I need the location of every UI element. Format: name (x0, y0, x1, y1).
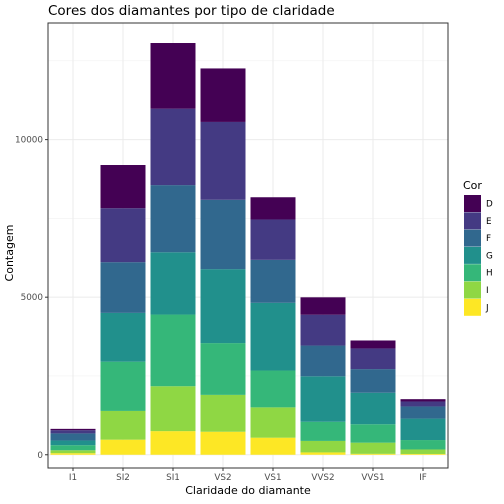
legend-label-G: G (486, 251, 493, 261)
bar-SI2-F (100, 262, 146, 313)
legend-label-D: D (486, 200, 493, 210)
bar-VVS2-D (300, 297, 346, 315)
legend-key-E (464, 212, 481, 230)
legend-key-J (464, 298, 481, 316)
bar-VVS1-J (350, 453, 396, 455)
bar-VVS1-F (350, 369, 396, 393)
bar-IF-H (400, 440, 446, 450)
bar-VVS1-H (350, 424, 396, 443)
bar-IF-I (400, 449, 446, 454)
bar-SI2-G (100, 312, 146, 362)
bar-VS1-J (250, 437, 296, 455)
plot-panel: 0 5000 10000 I1 SI2 SI1 VS2 VS1 VVS2 VVS1 IF (15, 22, 449, 483)
bar-VVS2-J (300, 452, 346, 455)
bar-VVS2-H (300, 421, 346, 441)
bar-SI2-E (100, 208, 146, 263)
bar-VS2-I (200, 394, 246, 432)
bar-VVS1-D (350, 340, 396, 349)
bar-IF-E (400, 401, 446, 407)
bar-IF-F (400, 406, 446, 419)
legend-label-J: J (485, 303, 489, 313)
bar-VS1-G (250, 302, 296, 371)
bar-I1-H (50, 445, 96, 451)
x-tick-label: VVS1 (361, 473, 384, 483)
x-tick-label: IF (419, 473, 427, 483)
bar-SI2-J (100, 439, 146, 455)
bar-SI2-I (100, 410, 146, 440)
x-tick-label: SI1 (166, 473, 180, 483)
bar-VVS2-I (300, 440, 346, 453)
legend-label-H: H (486, 269, 493, 279)
legend-label-I: I (486, 286, 489, 296)
bar-SI1-F (150, 185, 196, 253)
legend-key-H (464, 264, 481, 282)
panel-border (47, 22, 449, 469)
bar-IF-J (400, 453, 446, 455)
bar-SI1-E (150, 108, 196, 186)
bar-I1-D (50, 428, 96, 431)
bar-VS2-G (200, 269, 246, 344)
x-tick-label: VS2 (214, 473, 231, 483)
bar-SI1-D (150, 43, 196, 109)
x-tick-label: VVS2 (311, 473, 334, 483)
bar-SI1-H (150, 314, 196, 387)
bar-IF-G (400, 418, 446, 441)
bar-VVS1-G (350, 392, 396, 425)
bar-I1-G (50, 440, 96, 446)
x-tick-label: SI2 (116, 473, 130, 483)
bar-VVS1-I (350, 442, 396, 454)
bar-VS2-J (200, 431, 246, 455)
x-tick-label: VS1 (264, 473, 281, 483)
chart-title: Cores dos diamantes por tipo de claridad… (48, 3, 335, 19)
legend-key-F (464, 229, 481, 247)
legend-key-G (464, 246, 481, 264)
x-axis-title: Claridade do diamante (185, 484, 311, 497)
y-axis-title: Contagem (3, 225, 16, 282)
legend-label-E: E (486, 217, 492, 227)
y-tick-label: 0 (37, 451, 43, 461)
bar-VS1-F (250, 259, 296, 303)
bar-I1-J (50, 453, 96, 455)
bar-SI2-D (100, 165, 146, 209)
bar-VS2-E (200, 121, 246, 200)
bar-VS1-I (250, 407, 296, 438)
bar-I1-E (50, 430, 96, 434)
bar-VVS2-E (300, 314, 346, 346)
y-tick-label: 10000 (15, 136, 43, 146)
bar-SI1-G (150, 252, 196, 315)
bar-VS1-D (250, 197, 296, 220)
bar-SI1-J (150, 431, 196, 455)
y-tick-label: 5000 (21, 293, 44, 303)
bar-VVS1-E (350, 348, 396, 370)
bar-VVS2-F (300, 345, 346, 377)
bar-VS2-F (200, 199, 246, 270)
legend-title: Cor (463, 179, 482, 192)
bar-VS1-H (250, 370, 296, 408)
bar-VS2-H (200, 343, 246, 395)
bar-VS2-D (200, 68, 246, 122)
bar-SI2-H (100, 361, 146, 411)
bar-I1-I (50, 450, 96, 454)
bar-I1-F (50, 433, 96, 441)
legend-label-F: F (486, 234, 491, 244)
bar-VS1-E (250, 219, 296, 260)
bar-IF-D (400, 399, 446, 402)
bar-VVS2-G (300, 376, 346, 422)
legend-key-D (464, 195, 481, 212)
x-tick-label: I1 (69, 473, 77, 483)
bar-SI1-I (150, 386, 196, 432)
legend-key-I (464, 281, 481, 299)
